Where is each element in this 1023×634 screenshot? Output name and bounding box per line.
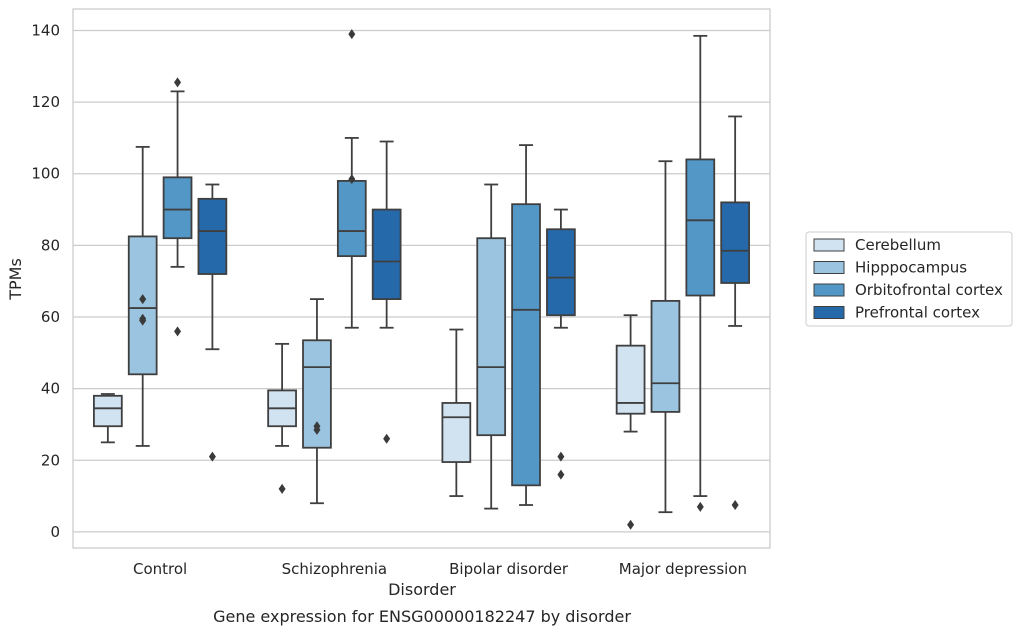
legend-entries: Cerebellum Hipppocampus Orbitofrontal cort… xyxy=(813,236,1003,322)
box-prefrontal-cortex xyxy=(371,140,402,444)
outlier-point xyxy=(208,451,216,462)
legend-label: Orbitofrontal cortex xyxy=(855,281,1003,299)
box-body xyxy=(511,203,541,487)
outlier-point xyxy=(696,501,704,512)
x-tick-label: Control xyxy=(133,560,187,578)
outlier-point xyxy=(557,451,565,462)
outlier-point xyxy=(348,29,356,40)
outlier-point xyxy=(139,313,147,324)
outlier-point xyxy=(139,294,147,305)
y-tick-label: 100 xyxy=(31,165,60,183)
y-tick-label: 0 xyxy=(50,523,60,541)
y-axis-label: TPMs xyxy=(6,258,25,301)
outlier-point xyxy=(313,421,321,432)
x-tick-label: Schizophrenia xyxy=(282,560,387,578)
gridlines xyxy=(73,29,770,533)
box-cerebellum xyxy=(615,314,646,530)
box-cerebellum xyxy=(441,328,472,497)
y-tick-label: 20 xyxy=(41,451,60,469)
plot-background xyxy=(73,9,770,548)
outlier-point xyxy=(174,326,182,337)
box-body xyxy=(162,176,193,240)
box-prefrontal-cortex xyxy=(720,115,750,511)
legend-frame xyxy=(805,231,1013,327)
box-hipppocampus xyxy=(302,298,332,505)
legend-label: Hipppocampus xyxy=(855,259,967,277)
legend-swatch xyxy=(813,306,845,319)
box-body xyxy=(93,394,123,428)
outlier-point xyxy=(348,174,356,185)
box-plot-marks xyxy=(93,29,750,530)
y-tick-label: 40 xyxy=(41,380,60,398)
box-prefrontal-cortex xyxy=(197,183,228,462)
x-axis-label: Disorder xyxy=(388,580,456,599)
outlier-point xyxy=(278,483,286,494)
outlier-point xyxy=(557,469,565,480)
box-orbitofrontal-cortex xyxy=(336,29,367,329)
box-prefrontal-cortex xyxy=(546,208,576,480)
y-axis-ticks: 0 20 40 60 80 100 120 140 xyxy=(31,21,60,540)
box-body xyxy=(127,235,158,376)
box-body xyxy=(476,237,507,437)
legend-label: Cerebellum xyxy=(855,236,941,254)
legend-swatch xyxy=(813,283,845,297)
box-orbitofrontal-cortex xyxy=(162,77,193,337)
legend-label: Prefrontal cortex xyxy=(855,304,980,322)
box-orbitofrontal-cortex xyxy=(511,144,541,506)
y-tick-label: 60 xyxy=(41,308,60,326)
outlier-point xyxy=(627,519,635,530)
chart-caption: Gene expression for ENSG00000182247 by d… xyxy=(213,607,631,626)
legend: Cerebellum Hipppocampus Orbitofrontal cort… xyxy=(805,231,1013,327)
box-body xyxy=(546,228,576,317)
box-body xyxy=(720,201,750,284)
y-tick-label: 140 xyxy=(31,21,60,39)
x-tick-label: Bipolar disorder xyxy=(449,560,569,578)
y-tick-label: 120 xyxy=(31,93,60,111)
box-body xyxy=(371,208,402,300)
legend-swatch xyxy=(813,261,845,274)
box-orbitofrontal-cortex xyxy=(685,34,716,512)
plot-frame xyxy=(72,8,771,549)
box-hipppocampus xyxy=(650,160,681,514)
box-body xyxy=(441,402,472,463)
outlier-point xyxy=(731,500,739,511)
x-tick-label: Major depression xyxy=(619,560,747,578)
box-cerebellum xyxy=(93,393,123,444)
box-body xyxy=(650,299,681,413)
box-cerebellum xyxy=(267,342,297,494)
legend-swatch xyxy=(813,238,845,252)
box-body xyxy=(197,197,228,275)
box-body xyxy=(685,158,716,297)
x-axis-ticks: Control Schizophrenia Bipolar disorder Majo… xyxy=(133,560,747,578)
box-hipppocampus xyxy=(127,145,158,447)
box-hipppocampus xyxy=(476,183,507,510)
outlier-point xyxy=(383,433,391,444)
y-tick-label: 80 xyxy=(41,236,60,254)
box-body xyxy=(336,180,367,258)
outlier-point xyxy=(174,77,182,88)
